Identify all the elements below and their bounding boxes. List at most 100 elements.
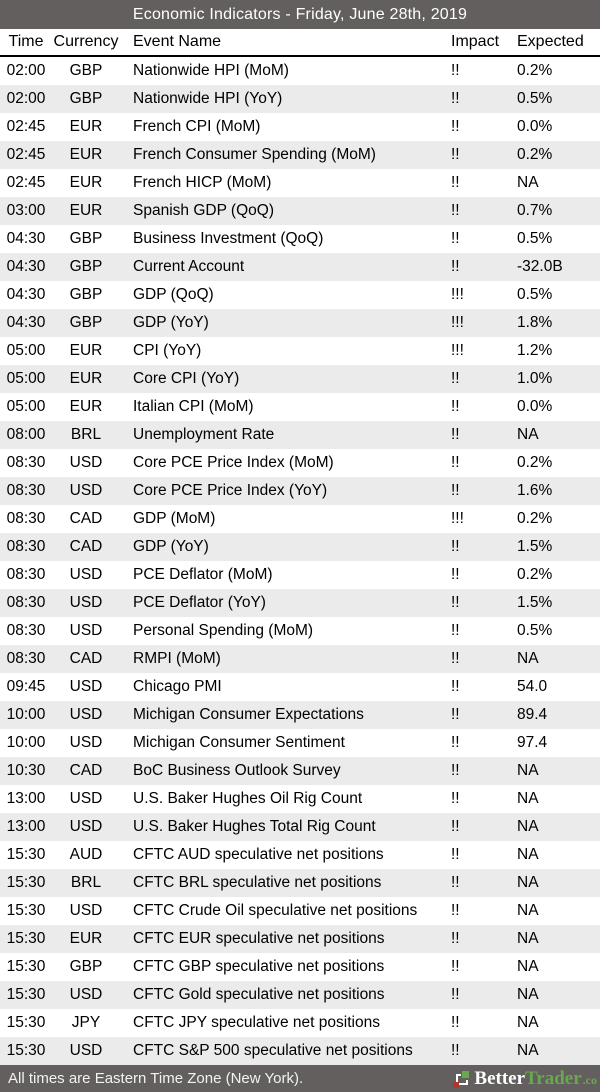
cell-currency: CAD [69,510,103,527]
table-row: 05:00 EUR CPI (YoY)!!! 1.2% [0,337,600,365]
cell-expected: NA [517,426,539,443]
table-row: 10:00 USD Michigan Consumer Sentiment!! 97.… [0,729,600,757]
cell-expected: 89.4 [517,706,548,723]
cell-event: CFTC Gold speculative net positions [133,986,385,1003]
cell-time: 05:00 [6,370,46,387]
column-header-time: Time [0,29,52,57]
column-header-currency: Currency [52,29,120,57]
cell-impact: !! [451,986,460,1003]
cell-time: 15:30 [6,986,46,1003]
table-row: 02:45 EUR French Consumer Spending (MoM)!!… [0,141,600,169]
event-table-body: 02:00 GBP Nationwide HPI (MoM)!! 0.2% 02:00 G… [0,56,600,1065]
cell-expected: NA [517,874,539,891]
table-row: 09:45 USD Chicago PMI!! 54.0 [0,673,600,701]
cell-event: CFTC EUR speculative net positions [133,930,385,947]
cell-impact: !! [451,370,460,387]
cell-impact: !! [451,90,460,107]
cell-expected: NA [517,1014,539,1031]
cell-event: CFTC JPY speculative net positions [133,1014,380,1031]
cell-impact: !! [451,734,460,751]
cell-expected: 0.2% [517,566,553,583]
cell-time: 02:45 [6,118,46,135]
cell-impact: !!! [451,342,464,359]
cell-time: 08:30 [6,622,46,639]
cell-event: Nationwide HPI (MoM) [133,62,289,79]
cell-currency: BRL [70,426,102,443]
cell-time: 04:30 [6,230,46,247]
table-row: 15:30 USD CFTC Gold speculative net positi… [0,981,600,1009]
cell-expected: 0.2% [517,62,553,79]
cell-impact: !! [451,846,460,863]
cell-currency: USD [69,986,103,1003]
cell-event: Business Investment (QoQ) [133,230,324,247]
cell-event: U.S. Baker Hughes Total Rig Count [133,818,376,835]
cell-expected: NA [517,174,539,191]
cell-currency: USD [69,902,103,919]
table-row: 15:30 USD CFTC Crude Oil speculative net p… [0,897,600,925]
cell-time: 05:00 [6,342,46,359]
cell-time: 08:30 [6,454,46,471]
table-row: 04:30 GBP Business Investment (QoQ)!! 0.5% [0,225,600,253]
cell-currency: USD [69,706,103,723]
cell-expected: 0.5% [517,286,553,303]
cell-time: 10:00 [6,734,46,751]
cell-expected: NA [517,902,539,919]
cell-time: 08:30 [6,594,46,611]
cell-time: 02:45 [6,146,46,163]
cell-event: Current Account [133,258,245,275]
cell-expected: 0.2% [517,146,553,163]
cell-event: French HICP (MoM) [133,174,272,191]
cell-impact: !! [451,426,460,443]
cell-time: 02:45 [6,174,46,191]
cell-event: Core PCE Price Index (YoY) [133,482,328,499]
cell-event: Core CPI (YoY) [133,370,240,387]
table-row: 08:30 USD Core PCE Price Index (YoY)!! 1.6% [0,477,600,505]
cell-event: CFTC AUD speculative net positions [133,846,384,863]
table-row: 08:00 BRL Unemployment Rate!! NA [0,421,600,449]
cell-time: 04:30 [6,314,46,331]
cell-impact: !! [451,790,460,807]
cell-currency: EUR [69,370,103,387]
cell-currency: EUR [69,342,103,359]
cell-expected: 97.4 [517,734,548,751]
cell-expected: 0.7% [517,202,553,219]
cell-impact: !! [451,202,460,219]
cell-time: 02:00 [6,90,46,107]
cell-event: Italian CPI (MoM) [133,398,254,415]
cell-time: 10:30 [6,762,46,779]
cell-currency: USD [69,594,103,611]
cell-expected: 0.2% [517,510,553,527]
cell-expected: 0.2% [517,454,553,471]
cell-event: Personal Spending (MoM) [133,622,314,639]
cell-event: GDP (QoQ) [133,286,214,303]
cell-currency: AUD [69,846,103,863]
bettertrader-logo[interactable]: Better Trader .co [452,1069,597,1088]
table-row: 02:00 GBP Nationwide HPI (YoY)!! 0.5% [0,85,600,113]
table-row: 15:30 JPY CFTC JPY speculative net positio… [0,1009,600,1037]
table-row: 08:30 USD PCE Deflator (MoM)!! 0.2% [0,561,600,589]
table-row: 10:30 CAD BoC Business Outlook Survey!! NA [0,757,600,785]
cell-currency: USD [69,678,103,695]
cell-currency: EUR [69,118,103,135]
cell-expected: NA [517,790,539,807]
table-row: 03:00 EUR Spanish GDP (QoQ)!! 0.7% [0,197,600,225]
cell-impact: !! [451,174,460,191]
cell-currency: GBP [69,230,103,247]
cell-impact: !! [451,594,460,611]
cell-time: 15:30 [6,846,46,863]
cell-impact: !! [451,958,460,975]
table-row: 08:30 CAD GDP (YoY)!! 1.5% [0,533,600,561]
cell-time: 08:30 [6,566,46,583]
cell-time: 08:30 [6,482,46,499]
cell-time: 13:00 [6,818,46,835]
cell-currency: USD [69,482,103,499]
cell-expected: NA [517,958,539,975]
cell-currency: CAD [69,538,103,555]
cell-time: 15:30 [6,902,46,919]
cell-expected: 0.5% [517,90,553,107]
cell-impact: !! [451,1014,460,1031]
column-header-impact: Impact [450,29,515,57]
cell-impact: !! [451,1042,460,1059]
cell-currency: USD [69,734,103,751]
